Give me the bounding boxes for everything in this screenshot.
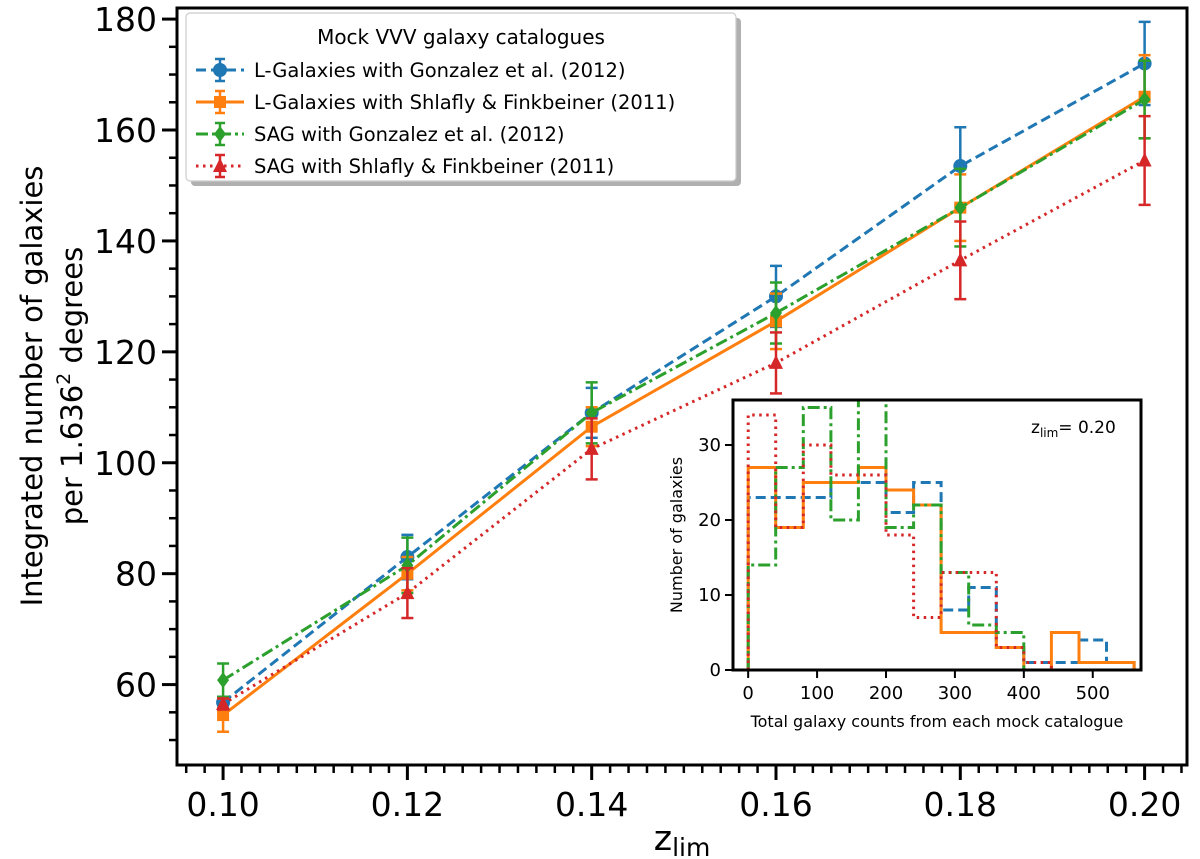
legend-title: Mock VVV galaxy catalogues xyxy=(317,25,605,49)
inset-frame xyxy=(731,398,1143,672)
x-tick-label: 0.18 xyxy=(924,785,997,824)
inset-histogram: 0 100 200 300 400 500 0 10 20 30 zlim= 0.20 Numbe… xyxy=(667,398,1143,731)
legend-marker xyxy=(214,96,226,108)
main-ticks: 0.10 0.12 0.14 0.16 0.18 0.206080100120140160… xyxy=(94,0,1183,824)
y-tick-label: 120 xyxy=(94,333,157,372)
inset-annotation: zlim= 0.20 xyxy=(1031,418,1116,440)
x-tick-label: 0.16 xyxy=(739,785,812,824)
y-tick-label: 100 xyxy=(94,444,157,483)
main-y-axis-label-line1: Integrated number of galaxies xyxy=(15,166,49,607)
main-y-axis-label-line2: per 1.6362 degrees xyxy=(53,247,89,525)
main-y-axis-label-superscript: 2 xyxy=(53,373,75,385)
inset-x-tick-label: 500 xyxy=(1076,683,1110,704)
y-tick-label: 180 xyxy=(94,0,157,39)
legend: Mock VVV galaxy catalogues L-Galaxies wi… xyxy=(185,12,741,186)
inset-y-tick-label: 0 xyxy=(710,660,721,681)
legend-entry-l-galaxies-with-shlafly-finkbeiner-2011: L-Galaxies with Shlafly & Finkbeiner (20… xyxy=(196,89,675,115)
data-point xyxy=(953,252,968,267)
data-point xyxy=(1137,152,1152,167)
legend-marker xyxy=(213,158,227,172)
series-sag-with-shlafly-finkbeiner-2011 xyxy=(216,114,1152,711)
legend-box xyxy=(185,12,737,182)
histogram-step-2 xyxy=(746,398,1135,672)
x-tick-label: 0.14 xyxy=(555,785,628,824)
data-point xyxy=(216,695,231,710)
data-point xyxy=(768,354,783,369)
data-point xyxy=(217,709,230,722)
legend-label: L-Galaxies with Shlafly & Finkbeiner (20… xyxy=(254,91,675,114)
series-line xyxy=(222,159,1146,706)
inset-x-axis-label: Total galaxy counts from each mock catal… xyxy=(750,712,1124,731)
data-point xyxy=(585,404,598,421)
main-series-layer xyxy=(216,20,1152,733)
data-point xyxy=(1138,91,1151,108)
main-x-axis-label: zlim xyxy=(654,819,711,859)
inset-y-tick-label: 10 xyxy=(698,585,721,606)
series-line xyxy=(222,62,1146,704)
y-tick-label: 160 xyxy=(94,111,157,150)
legend-entry-l-galaxies-with-gonzalez-et-al-2012: L-Galaxies with Gonzalez et al. (2012) xyxy=(196,57,625,83)
inset-y-tick-label: 20 xyxy=(698,510,721,531)
legend-label: L-Galaxies with Gonzalez et al. (2012) xyxy=(254,59,625,82)
legend-label: SAG with Gonzalez et al. (2012) xyxy=(254,123,565,146)
legend-entry-sag-with-gonzalez-et-al-2012: SAG with Gonzalez et al. (2012) xyxy=(196,121,565,147)
inset-y-axis-label: Number of galaxies xyxy=(667,457,686,613)
data-point xyxy=(769,305,782,322)
inset-x-tick-label: 0 xyxy=(742,683,753,704)
main-x-axis-label-subscript: lim xyxy=(672,833,710,859)
main-plot: 0.10 0.12 0.14 0.16 0.18 0.206080100120140160… xyxy=(15,0,1189,859)
legend-entries: L-Galaxies with Gonzalez et al. (2012) L-… xyxy=(196,57,675,179)
main-plot-frame xyxy=(175,6,1189,767)
inset-ticks: 0 100 200 300 400 500 0 10 20 30 xyxy=(698,435,1110,704)
inset-x-tick-label: 100 xyxy=(800,683,834,704)
legend-marker xyxy=(213,63,227,77)
data-point xyxy=(954,199,967,216)
inset-x-tick-label: 200 xyxy=(869,683,903,704)
x-tick-label: 0.20 xyxy=(1108,785,1181,824)
series-line xyxy=(222,98,1146,682)
inset-y-tick-label: 30 xyxy=(698,435,721,456)
x-tick-label: 0.12 xyxy=(371,785,444,824)
legend-entry-sag-with-shlafly-finkbeiner-2011: SAG with Shlafly & Finkbeiner (2011) xyxy=(196,153,614,179)
y-tick-label: 60 xyxy=(115,666,157,705)
data-point xyxy=(584,440,599,455)
inset-x-tick-label: 300 xyxy=(938,683,972,704)
y-tick-label: 80 xyxy=(115,555,157,594)
legend-label: SAG with Shlafly & Finkbeiner (2011) xyxy=(254,155,614,178)
inset-annotation-subscript: lim xyxy=(1040,426,1058,440)
data-point xyxy=(400,585,415,600)
x-tick-label: 0.10 xyxy=(186,785,259,824)
y-tick-label: 140 xyxy=(94,222,157,261)
data-point xyxy=(217,672,230,689)
inset-background xyxy=(733,400,1141,670)
legend-marker xyxy=(214,126,226,142)
inset-series-layer xyxy=(746,398,1136,672)
inset-x-tick-label: 400 xyxy=(1007,683,1041,704)
